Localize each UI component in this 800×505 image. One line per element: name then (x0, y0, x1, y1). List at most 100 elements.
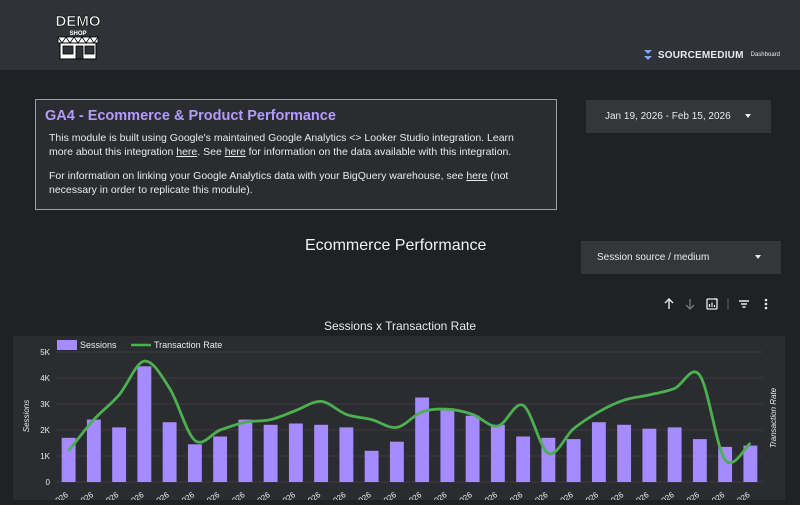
x-tick-label: 2026 (277, 490, 297, 500)
x-tick-label: 2026 (707, 490, 727, 500)
bar-sessions (213, 436, 228, 482)
bar-sessions (339, 427, 354, 482)
y-tick-label: 0 (46, 478, 51, 487)
bar-sessions (314, 424, 329, 482)
x-tick-label: 2026 (328, 490, 348, 500)
info-text: (not necessary in order to replicate thi… (49, 170, 509, 196)
x-tick-label: 2026 (50, 490, 70, 500)
bar-sessions (692, 439, 707, 482)
dimension-value: Session source / medium (597, 252, 710, 263)
filter-icon[interactable] (737, 297, 751, 311)
chart-svg: 0 1K 2K 3K 4K 5K Sessions Transaction Rate Sessi… (22, 340, 778, 505)
bigquery-link[interactable]: here (466, 170, 488, 182)
bar-sessions (490, 424, 505, 482)
info-text: . See (197, 145, 225, 158)
legend-label-transaction-rate: Transaction Rate (154, 340, 222, 350)
x-tick-label: 2026 (303, 490, 323, 500)
bar-sessions (465, 415, 480, 482)
y-tick-label: 4K (40, 374, 50, 383)
info-text: For information on linking your Google A… (49, 170, 467, 182)
bar-sessions (162, 422, 177, 482)
more-vert-icon[interactable] (759, 297, 773, 311)
module-info-box: GA4 - Ecommerce & Product Performance Th… (35, 99, 557, 210)
x-tick-label: 2026 (378, 490, 398, 500)
bar-sessions (415, 397, 430, 482)
date-range-value: Jan 19, 2026 - Feb 15, 2026 (605, 111, 731, 122)
y-tick-label: 5K (40, 348, 50, 357)
arrow-up-icon[interactable] (662, 297, 676, 311)
y-axis-title: Sessions (22, 400, 31, 432)
x-tick-label: 2026 (606, 490, 626, 500)
x-tick-label: 2026 (202, 490, 222, 500)
x-tick-label: 2026 (732, 490, 752, 500)
bar-sessions (137, 366, 152, 482)
arrow-down-icon[interactable] (683, 297, 697, 311)
bar-sessions (667, 427, 682, 482)
bar-sessions (263, 424, 278, 482)
x-tick-label: 2026 (479, 490, 499, 500)
x-tick-label: 2026 (631, 490, 651, 500)
bar-sessions (440, 409, 455, 482)
legend-swatch-sessions (57, 340, 77, 350)
toolbar-divider (727, 298, 729, 310)
x-tick-label: 2026 (101, 490, 121, 500)
module-title: GA4 - Ecommerce & Product Performance (45, 108, 336, 124)
bar-sessions (61, 437, 76, 482)
x-tick-label: 2026 (505, 490, 525, 500)
x-tick-label: 2026 (75, 490, 95, 500)
integration-link[interactable]: here (176, 145, 198, 158)
info-text: This module is built using Google's main… (49, 132, 514, 158)
drill-icon[interactable] (705, 297, 719, 311)
demo-shop-logo[interactable]: DEMO SHOP (52, 8, 104, 62)
x-tick-label: 2026 (429, 490, 449, 500)
bar-sessions (288, 423, 303, 482)
x-tick-label: 2026 (126, 490, 146, 500)
x-tick-label: 2026 (353, 490, 373, 500)
bar-sessions (86, 419, 101, 482)
brand-dashboard-label: Dashboard (750, 52, 780, 58)
section-title: Ecommerce Performance (305, 237, 487, 254)
bar-sessions (566, 439, 581, 482)
legend-label-sessions: Sessions (80, 340, 117, 350)
y-tick-label: 1K (40, 452, 50, 461)
svg-text:DEMO: DEMO (56, 13, 101, 30)
x-tick-label: 2026 (580, 490, 600, 500)
bar-sessions (187, 444, 202, 482)
sourcemedium-brand: SOURCEMEDIUM Dashboard (642, 48, 780, 62)
app-header: DEMO SHOP SOURCEMEDIUM Dashboard (0, 0, 800, 70)
bar-sessions (238, 419, 253, 482)
svg-text:SHOP: SHOP (69, 31, 86, 37)
brand-name: SOURCEMEDIUM (657, 49, 744, 61)
y-tick-label: 3K (40, 400, 50, 409)
dimension-dropdown[interactable]: Session source / medium (581, 241, 781, 274)
bar-sessions (364, 450, 379, 482)
y-tick-label: 2K (40, 426, 50, 435)
date-range-picker[interactable]: Jan 19, 2026 - Feb 15, 2026 (586, 100, 771, 133)
x-tick-label: 2026 (404, 490, 424, 500)
bar-sessions (642, 428, 657, 482)
line-transaction-rate (67, 359, 752, 464)
info-text: for information on the data available wi… (245, 145, 512, 158)
caret-down-icon (755, 255, 761, 259)
x-tick-label: 2026 (530, 490, 550, 500)
sourcemedium-logo-icon (643, 50, 652, 60)
info-paragraph-1: This module is built using Google's main… (49, 132, 539, 159)
bar-sessions (591, 422, 606, 482)
bar-sessions (617, 424, 632, 482)
x-tick-label: 2026 (555, 490, 575, 500)
x-tick-label: 2026 (681, 490, 701, 500)
bar-sessions (389, 441, 404, 482)
x-tick-label: 2026 (176, 490, 196, 500)
y2-axis-title: Transaction Rate (769, 387, 778, 448)
x-tick-label: 2026 (454, 490, 474, 500)
bar-sessions (743, 445, 758, 482)
data-info-link[interactable]: here (224, 145, 246, 158)
info-paragraph-2: For information on linking your Google A… (49, 170, 539, 197)
x-tick-label: 2026 (656, 490, 676, 500)
chart-title: Sessions x Transaction Rate (323, 319, 477, 333)
bar-sessions (112, 427, 127, 482)
caret-down-icon (745, 114, 751, 118)
x-tick-label: 2026 (151, 490, 171, 500)
sessions-chart: 0 1K 2K 3K 4K 5K Sessions Transaction Rate Sessi… (13, 336, 785, 505)
x-tick-label: 2026 (227, 490, 247, 500)
